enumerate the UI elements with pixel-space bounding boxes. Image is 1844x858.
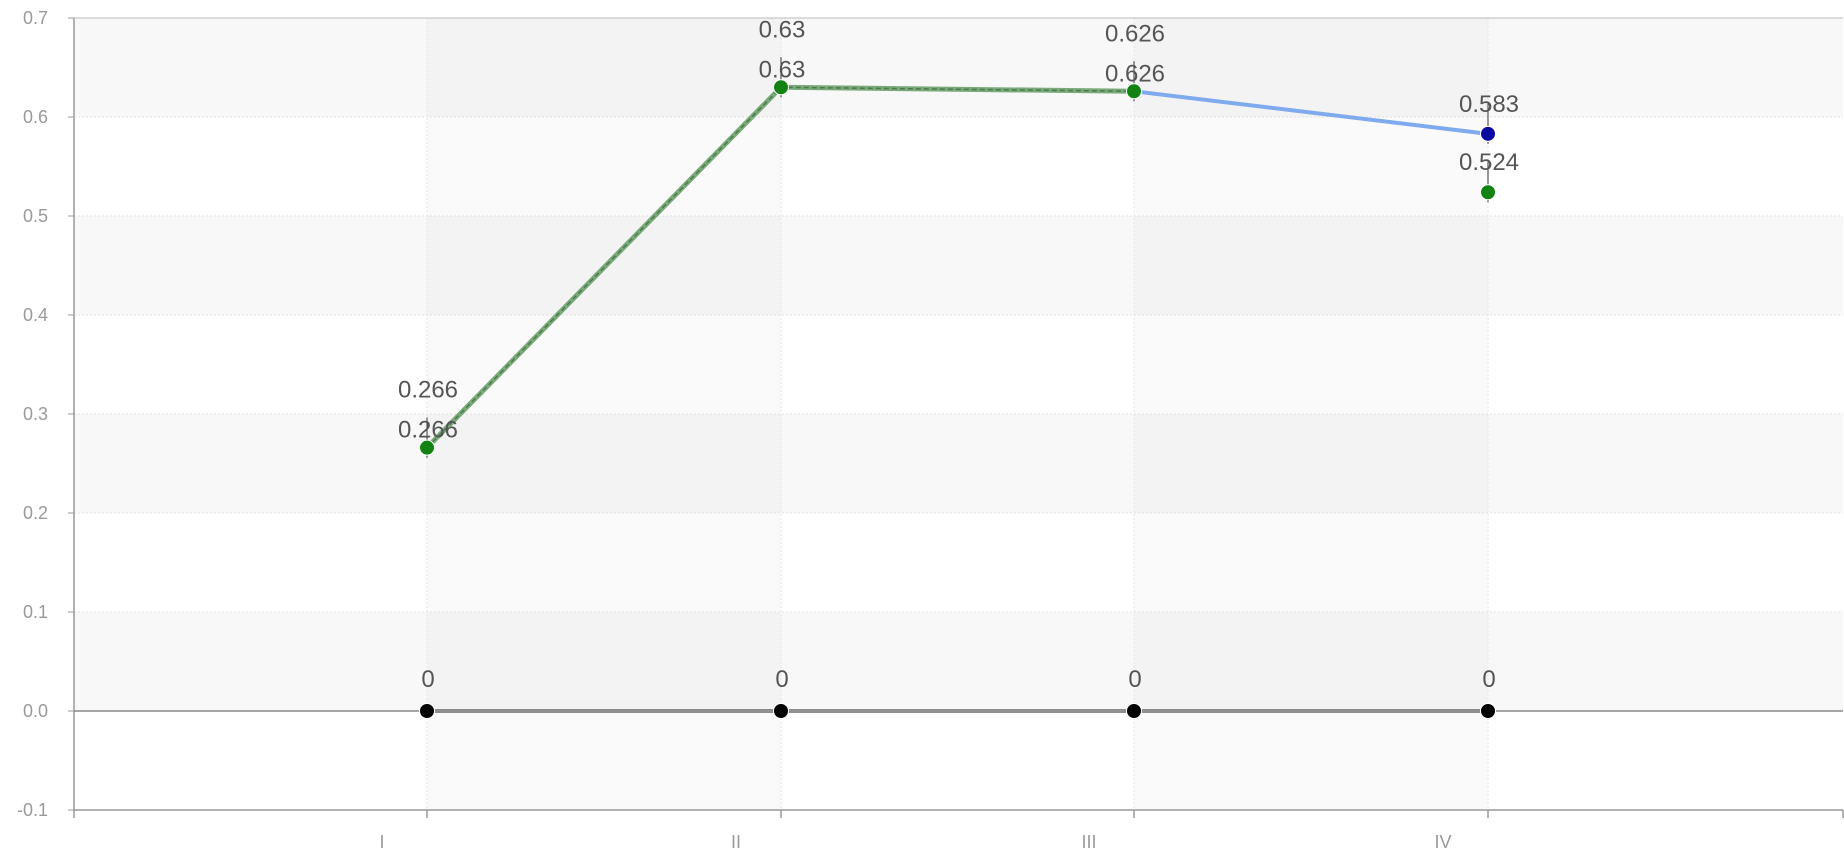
data-label: 0 (775, 666, 788, 693)
y-tick-label: 0.0 (23, 701, 48, 721)
y-tick-label: 0.2 (23, 503, 48, 523)
data-labels: 0.266 0.63 0.626 0.583 0.266 0.63 0.626 0.524 0 0… (398, 16, 1519, 693)
data-label: 0.583 (1459, 91, 1519, 118)
data-label: 0.524 (1459, 149, 1519, 176)
horizontal-band (74, 315, 1843, 414)
series-markers (419, 79, 1496, 719)
data-label: 0.626 (1105, 60, 1165, 87)
y-tick-label: 0.4 (23, 305, 48, 325)
data-label: 0 (1482, 666, 1495, 693)
data-point-marker (773, 79, 789, 96)
y-tick-label: 0.6 (23, 107, 48, 127)
data-label: 0.63 (759, 16, 806, 43)
y-tick-label: 0.1 (23, 602, 48, 622)
y-tick-label: -0.1 (17, 800, 48, 820)
x-axis-tick-labels: I II III IV (379, 832, 1451, 852)
horizontal-band (74, 612, 1843, 711)
horizontal-band (74, 216, 1843, 315)
y-tick-label: 0.5 (23, 206, 48, 226)
data-label: 0 (421, 666, 434, 693)
x-tick-label: IV (1434, 832, 1451, 852)
x-tick-label: I (379, 832, 384, 852)
data-point-marker (419, 703, 435, 719)
y-tick-label: 0.7 (23, 8, 48, 28)
x-tick-label: III (1081, 832, 1096, 852)
data-point-marker (773, 703, 789, 719)
horizontal-band (74, 513, 1843, 612)
data-label: 0 (1128, 666, 1141, 693)
data-label: 0.266 (398, 417, 458, 444)
data-point-marker (1480, 184, 1496, 201)
y-axis-tick-labels: 0.7 0.6 0.5 0.4 0.3 0.2 0.1 0.0 -0.1 (17, 8, 48, 820)
data-point-marker (1126, 83, 1142, 100)
data-label: 0.626 (1105, 20, 1165, 47)
data-point-marker (1480, 125, 1496, 142)
y-tick-label: 0.3 (23, 404, 48, 424)
horizontal-band (74, 117, 1843, 216)
data-point-marker (419, 439, 435, 456)
data-point-marker (1480, 703, 1496, 719)
data-label: 0.266 (398, 377, 458, 404)
x-tick-label: II (731, 832, 741, 852)
data-label: 0.63 (759, 56, 806, 83)
data-point-marker (1126, 703, 1142, 719)
background-bands (74, 18, 1843, 810)
horizontal-band (74, 414, 1843, 513)
horizontal-band (74, 18, 1843, 117)
horizontal-band (74, 711, 1843, 810)
